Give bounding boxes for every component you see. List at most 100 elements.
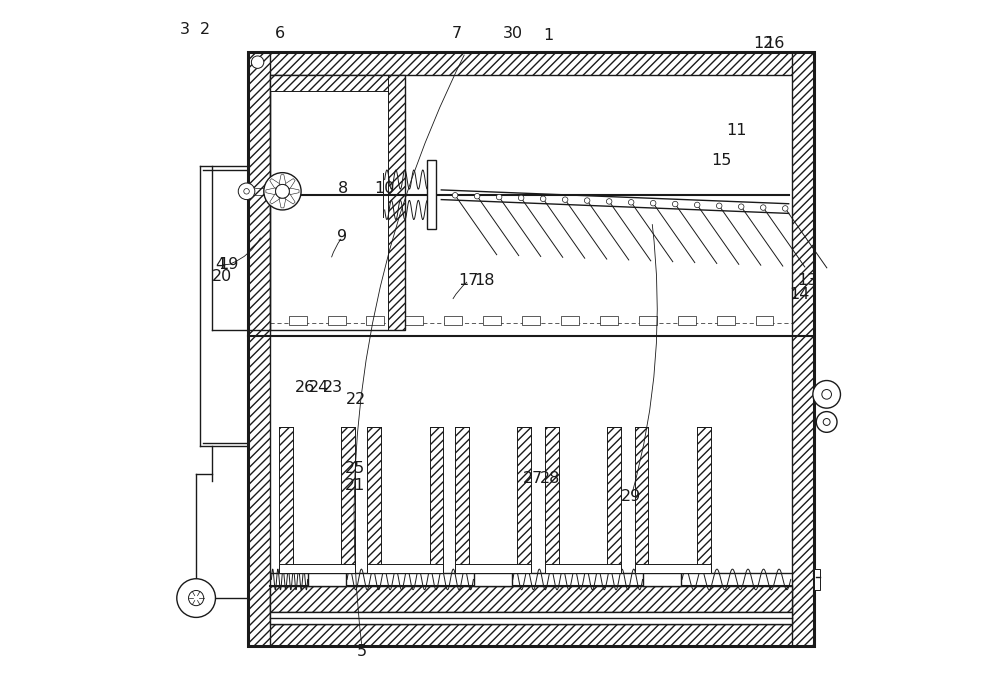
Circle shape xyxy=(264,173,301,210)
Bar xyxy=(639,316,657,325)
Bar xyxy=(328,316,346,325)
Text: 20: 20 xyxy=(212,269,232,284)
Text: 30: 30 xyxy=(502,26,522,42)
Text: 19: 19 xyxy=(218,257,239,272)
Polygon shape xyxy=(289,188,299,194)
Circle shape xyxy=(782,206,788,211)
Bar xyxy=(545,428,559,572)
Circle shape xyxy=(628,199,634,205)
Polygon shape xyxy=(285,179,295,189)
Bar xyxy=(248,53,270,646)
Bar xyxy=(248,53,814,646)
Circle shape xyxy=(738,204,744,210)
Circle shape xyxy=(694,202,700,208)
Polygon shape xyxy=(279,198,286,208)
Text: 14: 14 xyxy=(789,286,809,302)
Bar xyxy=(635,564,711,572)
Bar xyxy=(717,316,735,325)
Circle shape xyxy=(474,194,480,199)
Bar xyxy=(248,624,814,646)
Text: 15: 15 xyxy=(711,154,731,168)
Bar xyxy=(279,428,293,572)
Circle shape xyxy=(650,201,656,206)
Circle shape xyxy=(672,201,678,207)
Bar xyxy=(607,428,621,572)
Bar xyxy=(517,428,531,572)
Polygon shape xyxy=(266,188,276,194)
Circle shape xyxy=(606,199,612,204)
Bar xyxy=(561,316,579,325)
Text: 6: 6 xyxy=(275,26,285,42)
Bar xyxy=(270,75,405,330)
Bar xyxy=(248,53,814,75)
Bar xyxy=(270,75,405,91)
Bar xyxy=(367,564,443,572)
Text: 11: 11 xyxy=(727,123,747,138)
Polygon shape xyxy=(279,174,286,184)
Bar xyxy=(341,428,355,572)
Circle shape xyxy=(518,195,524,201)
Text: 29: 29 xyxy=(621,489,641,504)
Text: 4: 4 xyxy=(215,257,225,272)
Circle shape xyxy=(189,590,204,606)
Text: 26: 26 xyxy=(295,380,315,395)
Circle shape xyxy=(816,412,837,432)
Text: 10: 10 xyxy=(374,181,394,196)
Text: 18: 18 xyxy=(474,273,494,288)
Bar xyxy=(483,316,501,325)
Polygon shape xyxy=(270,179,280,189)
Circle shape xyxy=(177,579,215,617)
Circle shape xyxy=(238,183,255,199)
Text: 28: 28 xyxy=(540,471,560,486)
Circle shape xyxy=(251,56,264,69)
Bar xyxy=(756,316,773,325)
Text: 9: 9 xyxy=(337,229,348,244)
Bar xyxy=(367,428,381,572)
Bar xyxy=(405,316,423,325)
Bar xyxy=(427,161,436,229)
Circle shape xyxy=(584,198,590,203)
Text: 27: 27 xyxy=(523,471,543,486)
Bar xyxy=(308,572,346,586)
Polygon shape xyxy=(285,194,295,204)
Text: 12: 12 xyxy=(754,36,774,51)
Polygon shape xyxy=(270,194,280,204)
Circle shape xyxy=(822,390,831,399)
Circle shape xyxy=(562,197,568,203)
Bar xyxy=(814,569,820,590)
Bar xyxy=(279,564,355,572)
Bar xyxy=(678,316,696,325)
Bar xyxy=(522,316,540,325)
Bar xyxy=(545,564,621,572)
Circle shape xyxy=(244,188,249,194)
Text: 25: 25 xyxy=(345,462,365,476)
Text: 7: 7 xyxy=(452,26,462,42)
Text: 17: 17 xyxy=(459,273,479,288)
Text: 23: 23 xyxy=(323,380,343,395)
Circle shape xyxy=(760,205,766,210)
Circle shape xyxy=(813,381,840,408)
Circle shape xyxy=(716,203,722,208)
Circle shape xyxy=(276,184,289,198)
Text: 22: 22 xyxy=(346,392,366,408)
Circle shape xyxy=(496,194,502,200)
Text: 13: 13 xyxy=(797,273,817,288)
Bar xyxy=(455,564,531,572)
Text: 2: 2 xyxy=(200,22,210,37)
Text: 3: 3 xyxy=(179,22,189,37)
Bar xyxy=(635,428,648,572)
Text: 21: 21 xyxy=(345,478,365,493)
Bar xyxy=(366,316,384,325)
Text: 16: 16 xyxy=(765,36,785,51)
Bar xyxy=(444,316,462,325)
Bar xyxy=(643,572,681,586)
Bar xyxy=(270,612,792,624)
Bar xyxy=(430,428,443,572)
Text: 5: 5 xyxy=(357,644,367,659)
Text: 24: 24 xyxy=(309,380,329,395)
Bar xyxy=(289,316,307,325)
Bar xyxy=(600,316,618,325)
Bar xyxy=(388,75,405,330)
Bar xyxy=(455,428,469,572)
Text: 1: 1 xyxy=(543,28,553,43)
